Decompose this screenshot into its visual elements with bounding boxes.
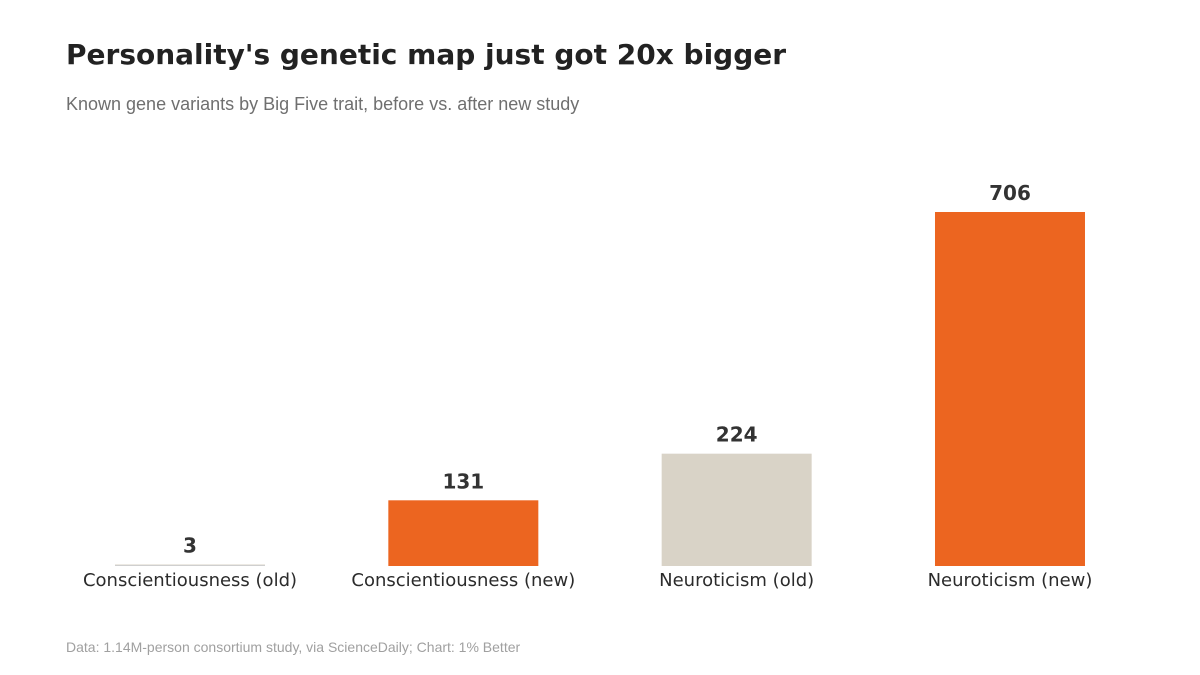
data-label-2: 224	[716, 423, 758, 447]
bar-3	[934, 212, 1085, 566]
category-label-2: Neuroticism (old)	[659, 570, 814, 591]
data-label-1: 131	[442, 469, 484, 493]
category-label-1: Conscientiousness (new)	[351, 570, 575, 591]
bar-1	[388, 500, 539, 566]
category-label-0: Conscientiousness (old)	[83, 570, 297, 591]
category-label-3: Neuroticism (new)	[928, 570, 1093, 591]
data-label-3: 706	[989, 181, 1031, 205]
chart-title: Personality's genetic map just got 20x b…	[66, 38, 787, 71]
chart-subtitle: Known gene variants by Big Five trait, b…	[66, 94, 580, 114]
source-note: Data: 1.14M-person consortium study, via…	[66, 639, 521, 655]
bar-2	[661, 453, 812, 566]
data-label-0: 3	[183, 534, 197, 558]
